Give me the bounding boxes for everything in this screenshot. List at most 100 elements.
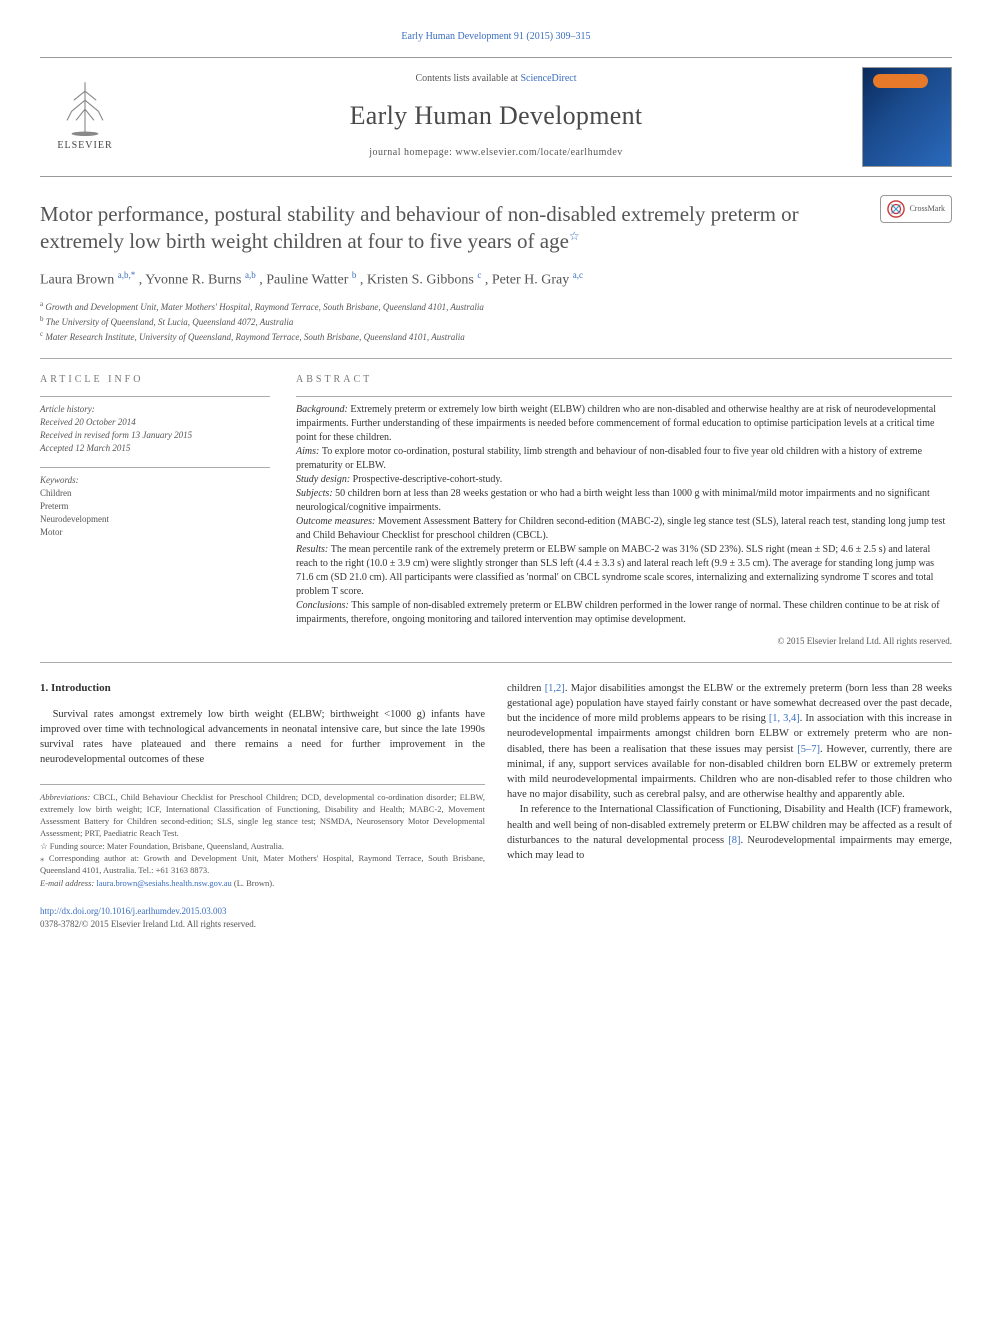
history-item: Accepted 12 March 2015 (40, 442, 270, 455)
aff-text: The University of Queensland, St Lucia, … (44, 317, 294, 327)
divider (296, 396, 952, 397)
publisher-name: ELSEVIER (57, 139, 112, 154)
title-footnote-marker: ☆ (569, 229, 580, 243)
crossmark-icon (887, 200, 905, 218)
abstract-part: Outcome measures: Movement Assessment Ba… (296, 515, 952, 543)
footnote-abbrev: Abbreviations: CBCL, Child Behaviour Che… (40, 791, 485, 840)
body-paragraph: In reference to the International Classi… (507, 802, 952, 863)
abstract-part: Conclusions: This sample of non-disabled… (296, 599, 952, 627)
journal-cover-thumb (862, 67, 952, 167)
history-item: Received 20 October 2014 (40, 416, 270, 429)
citation-link[interactable]: [8] (728, 835, 740, 846)
citation-link[interactable]: [1,2] (545, 683, 565, 694)
body-paragraph: children [1,2]. Major disabilities among… (507, 681, 952, 803)
keywords-label: Keywords: (40, 474, 270, 487)
crossmark-wrap: CrossMark (880, 195, 952, 223)
author: Laura Brown (40, 273, 118, 288)
history-label: Article history: (40, 403, 270, 416)
body-col-right: children [1,2]. Major disabilities among… (507, 681, 952, 889)
journal-homepage: journal homepage: www.elsevier.com/locat… (130, 146, 862, 161)
aff-text: Growth and Development Unit, Mater Mothe… (43, 302, 484, 312)
contents-prefix: Contents lists available at (415, 73, 520, 84)
sciencedirect-link[interactable]: ScienceDirect (520, 73, 576, 84)
abstract-part: Results: The mean percentile rank of the… (296, 543, 952, 599)
abstract-lead: Conclusions: (296, 600, 351, 611)
keyword: Children (40, 487, 270, 500)
abstract-lead: Subjects: (296, 488, 335, 499)
author: , Kristen S. Gibbons (360, 273, 477, 288)
aff-text: Mater Research Institute, University of … (43, 332, 465, 342)
article-history: Article history: Received 20 October 201… (40, 403, 270, 455)
abstract-body: Background: Extremely preterm or extreme… (296, 403, 952, 627)
author-aff-link[interactable]: c (477, 270, 481, 280)
article-info-col: ARTICLE INFO Article history: Received 2… (40, 373, 270, 648)
abstract-part: Subjects: 50 children born at less than … (296, 487, 952, 515)
body-two-column: 1. Introduction Survival rates amongst e… (40, 681, 952, 889)
abstract-lead: Background: (296, 404, 350, 415)
crossmark-button[interactable]: CrossMark (880, 195, 952, 223)
journal-banner: ELSEVIER Contents lists available at Sci… (40, 57, 952, 177)
divider (40, 358, 952, 359)
abstract-text: To explore motor co-ordination, postural… (296, 446, 922, 471)
body-paragraph: Survival rates amongst extremely low bir… (40, 707, 485, 768)
header-citation-link[interactable]: Early Human Development 91 (2015) 309–31… (40, 30, 952, 45)
keyword: Preterm (40, 500, 270, 513)
abstract-lead: Outcome measures: (296, 516, 378, 527)
author-aff-link[interactable]: a,c (573, 270, 583, 280)
publisher-logo-block: ELSEVIER (40, 80, 130, 154)
divider (40, 396, 270, 397)
author: , Yvonne R. Burns (139, 273, 245, 288)
history-item: Received in revised form 13 January 2015 (40, 429, 270, 442)
footnote-label: Abbreviations: (40, 792, 93, 802)
footnote-email: E-mail address: laura.brown@sesiahs.heal… (40, 877, 485, 889)
author-aff-link[interactable]: b (352, 270, 357, 280)
journal-name: Early Human Development (130, 97, 862, 135)
banner-center: Contents lists available at ScienceDirec… (130, 72, 862, 161)
divider (40, 467, 270, 468)
email-link[interactable]: laura.brown@sesiahs.health.nsw.gov.au (96, 878, 231, 888)
divider (40, 662, 952, 663)
crossmark-label: CrossMark (909, 203, 945, 215)
abstract-copyright: © 2015 Elsevier Ireland Ltd. All rights … (296, 635, 952, 648)
abstract-text: The mean percentile rank of the extremel… (296, 544, 934, 597)
author-aff-link[interactable]: a,b (245, 270, 256, 280)
author: , Pauline Watter (259, 273, 352, 288)
footnote-block: Abbreviations: CBCL, Child Behaviour Che… (40, 784, 485, 890)
affiliation: a Growth and Development Unit, Mater Mot… (40, 299, 952, 314)
affiliations: a Growth and Development Unit, Mater Mot… (40, 299, 952, 344)
elsevier-tree-icon (61, 80, 109, 136)
footnote-text: CBCL, Child Behaviour Checklist for Pres… (40, 792, 485, 839)
author: , Peter H. Gray (485, 273, 573, 288)
abstract-lead: Study design: (296, 474, 353, 485)
info-abstract-row: ARTICLE INFO Article history: Received 2… (40, 373, 952, 648)
doi-link[interactable]: http://dx.doi.org/10.1016/j.earlhumdev.2… (40, 905, 952, 918)
footnote-text: (L. Brown). (232, 878, 275, 888)
footnote-symbol: ☆ (40, 841, 50, 851)
section-heading: 1. Introduction (40, 681, 485, 697)
abstract-text: 50 children born at less than 28 weeks g… (296, 488, 930, 513)
footnote-text: Funding source: Mater Foundation, Brisba… (50, 841, 284, 851)
body-col-left: 1. Introduction Survival rates amongst e… (40, 681, 485, 889)
footnote-label: E-mail address: (40, 878, 96, 888)
footnote-corresponding: ⁎ Corresponding author at: Growth and De… (40, 852, 485, 877)
abstract-text: Prospective-descriptive-cohort-study. (353, 474, 503, 485)
body-text: children (507, 683, 545, 694)
author-aff-link[interactable]: a,b,* (118, 270, 136, 280)
article-title: Motor performance, postural stability an… (40, 201, 952, 256)
authors-line: Laura Brown a,b,* , Yvonne R. Burns a,b … (40, 269, 952, 291)
article-info-header: ARTICLE INFO (40, 373, 270, 388)
contents-line: Contents lists available at ScienceDirec… (130, 72, 862, 87)
abstract-part: Background: Extremely preterm or extreme… (296, 403, 952, 445)
keyword: Neurodevelopment (40, 513, 270, 526)
abstract-lead: Results: (296, 544, 331, 555)
citation-link[interactable]: [1, 3,4] (769, 713, 800, 724)
keywords-list: Children Preterm Neurodevelopment Motor (40, 487, 270, 539)
keyword: Motor (40, 526, 270, 539)
abstract-part: Aims: To explore motor co-ordination, po… (296, 445, 952, 473)
citation-link[interactable]: [5–7] (797, 744, 820, 755)
affiliation: b The University of Queensland, St Lucia… (40, 314, 952, 329)
abstract-text: Movement Assessment Battery for Children… (296, 516, 945, 541)
abstract-text: This sample of non-disabled extremely pr… (296, 600, 940, 625)
footnote-text: Corresponding author at: Growth and Deve… (40, 853, 485, 875)
title-text: Motor performance, postural stability an… (40, 202, 799, 253)
